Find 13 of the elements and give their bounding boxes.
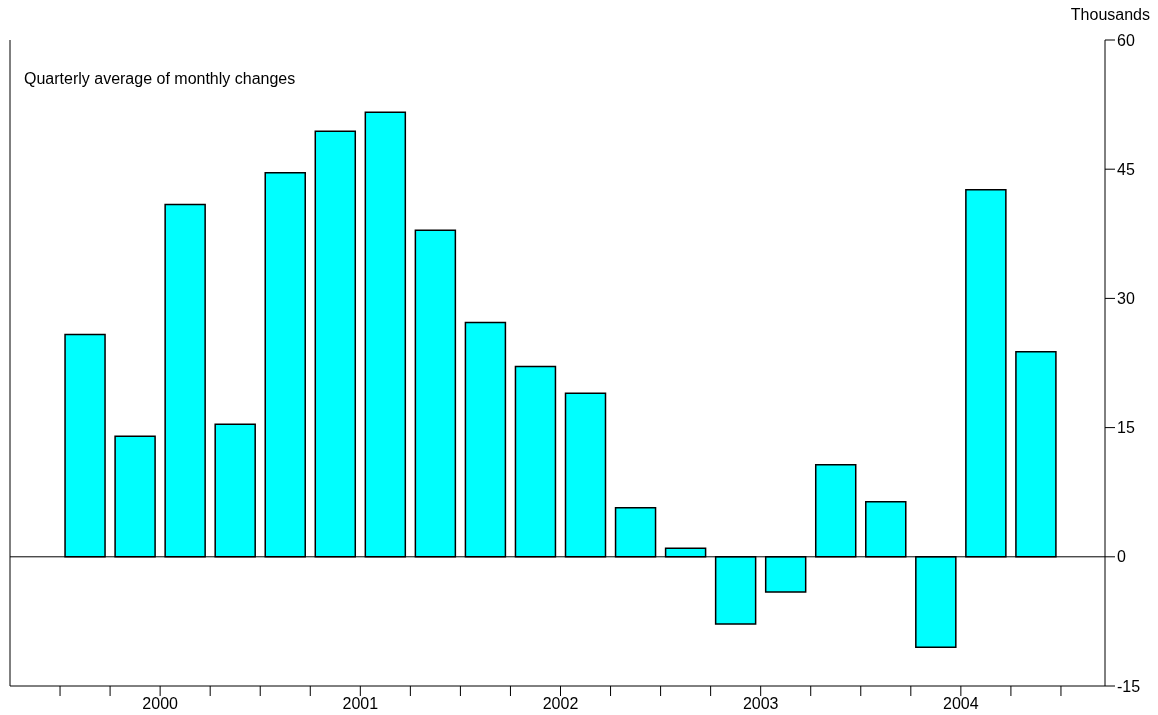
y-tick-label: 60: [1117, 31, 1135, 49]
x-tick-label: 2003: [742, 695, 779, 713]
x-tick-label: 2000: [142, 695, 179, 713]
y-tick-label: 15: [1117, 419, 1135, 437]
text: Quarterly average of monthly changes: [24, 70, 296, 88]
x-tick-label: 2001: [342, 695, 379, 713]
x-tick-label: 2004: [943, 695, 979, 713]
x-tick-label: 2002: [542, 695, 579, 713]
y-tick-label: 30: [1117, 290, 1135, 308]
y-tick-label: 45: [1117, 160, 1135, 178]
y-axis-title: Thousands: [1070, 6, 1150, 24]
y-tick-label: 0: [1117, 548, 1126, 566]
y-tick-label: -15: [1117, 677, 1141, 695]
